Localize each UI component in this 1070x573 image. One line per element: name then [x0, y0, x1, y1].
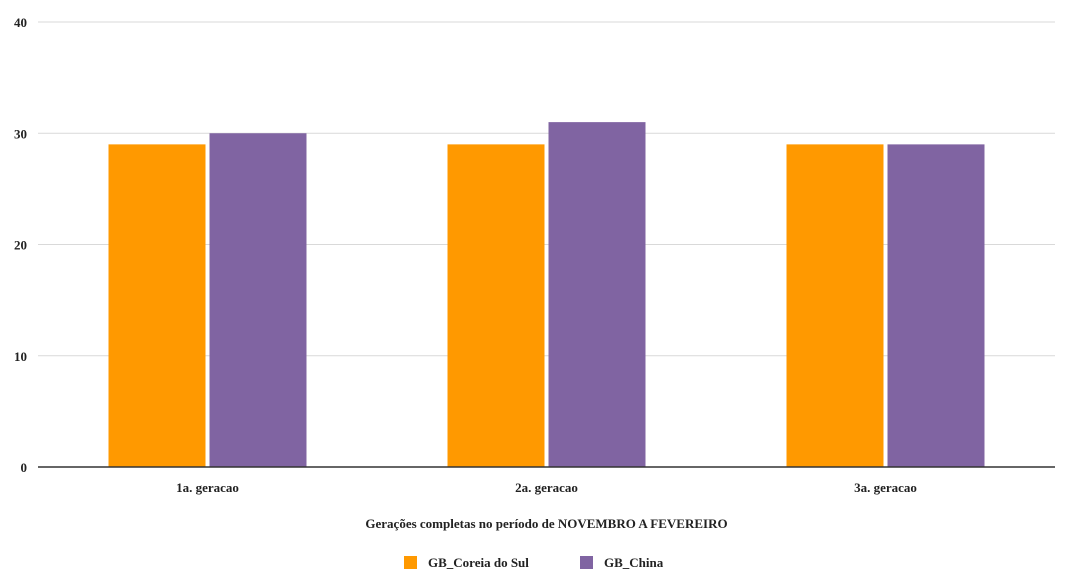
y-tick-label: 40	[14, 15, 27, 30]
legend-swatch	[580, 556, 593, 569]
bar	[548, 122, 646, 467]
x-axis-ticks: 1a. geracao 2a. geracao 3a. geracao	[176, 480, 917, 495]
bar	[108, 144, 206, 467]
gridlines	[38, 21, 1055, 357]
y-tick-label: 20	[14, 238, 27, 253]
x-tick-label: 3a. geracao	[854, 480, 917, 495]
x-tick-label: 2a. geracao	[515, 480, 578, 495]
x-axis-label: Gerações completas no período de NOVEMBR…	[365, 516, 727, 531]
y-tick-label: 0	[21, 460, 28, 475]
bar	[786, 144, 884, 467]
y-tick-label: 10	[14, 349, 27, 364]
bars	[108, 122, 985, 467]
bar	[209, 133, 307, 467]
bar	[887, 144, 985, 467]
x-tick-label: 1a. geracao	[176, 480, 239, 495]
y-axis-ticks: 0 10 20 30 40	[14, 15, 27, 475]
y-tick-label: 30	[14, 126, 27, 141]
legend-label: GB_China	[604, 555, 664, 570]
legend-swatch	[404, 556, 417, 569]
bar	[447, 144, 545, 467]
legend: GB_Coreia do Sul GB_China	[404, 555, 664, 570]
legend-label: GB_Coreia do Sul	[428, 555, 529, 570]
